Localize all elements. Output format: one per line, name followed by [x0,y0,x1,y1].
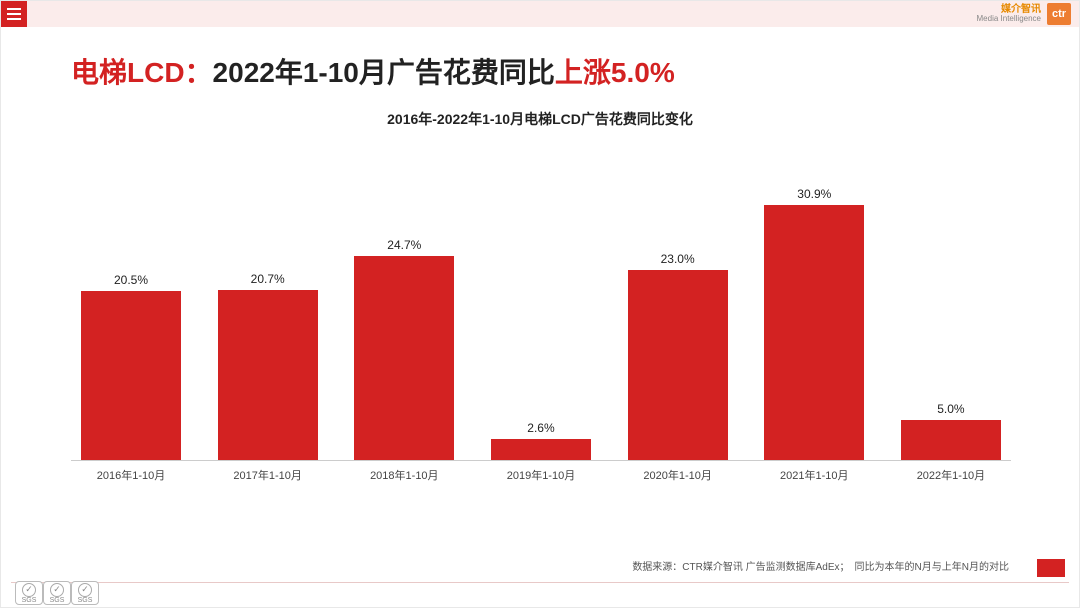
bar-slot: 20.5% [71,273,191,461]
x-axis: 2016年1-10月 2017年1-10月 2018年1-10月 2019年1-10月… [71,460,1011,491]
bar-value-label: 20.5% [114,273,148,287]
bar-value-label: 23.0% [661,252,695,266]
accent-block [1037,559,1065,577]
bar-rect [218,290,318,462]
bar-rect [628,270,728,461]
x-tick: 2018年1-10月 [344,461,464,491]
bar-rect [81,291,181,461]
cert-badge: ✓SGS [71,581,99,605]
bar-slot: 20.7% [208,272,328,462]
bar-slot: 5.0% [891,402,1011,461]
topbar: 媒介智讯 Media Intelligence ctr [1,1,1079,27]
title-suffix: 上涨5.0% [555,57,675,88]
menu-button[interactable] [1,1,27,27]
source-note: 数据来源：CTR媒介智讯 广告监测数据库AdEx； 同比为本年的N月与上年N月的… [632,558,1009,573]
bar-wrap: 30.9% [764,187,864,461]
x-tick: 2021年1-10月 [754,461,874,491]
bar-rect [491,439,591,461]
chart-title: 2016年-2022年1-10月电梯LCD广告花费同比变化 [1,109,1079,129]
bar-slot: 24.7% [344,238,464,461]
bar-value-label: 20.7% [251,272,285,286]
bar-rect [764,205,864,461]
cert-badge: ✓SGS [15,581,43,605]
bar-wrap: 2.6% [491,421,591,461]
bar-wrap: 20.7% [218,272,318,462]
title-prefix: 电梯LCD： [71,57,213,88]
x-tick: 2022年1-10月 [891,461,1011,491]
x-tick: 2019年1-10月 [481,461,601,491]
cert-badges: ✓SGS ✓SGS ✓SGS [15,581,99,605]
logo-text: 媒介智讯 Media Intelligence [977,5,1041,23]
x-tick: 2020年1-10月 [618,461,738,491]
logo-en: Media Intelligence [977,15,1041,23]
bars-area: 20.5% 20.7% 24.7% 2.6% 23.0% 30.9% 5.0% [71,151,1011,461]
bar-slot: 30.9% [754,187,874,461]
bar-wrap: 20.5% [81,273,181,461]
x-tick: 2016年1-10月 [71,461,191,491]
x-tick: 2017年1-10月 [208,461,328,491]
bar-chart: 20.5% 20.7% 24.7% 2.6% 23.0% 30.9% 5.0% 2016年1… [71,151,1011,491]
footer-divider [11,582,1069,583]
bar-rect [901,420,1001,461]
page-title: 电梯LCD：2022年1-10月广告花费同比上涨5.0% [71,51,675,91]
bar-slot: 23.0% [618,252,738,461]
slide: 媒介智讯 Media Intelligence ctr 电梯LCD：2022年1… [0,0,1080,608]
bar-rect [354,256,454,461]
bar-value-label: 24.7% [387,238,421,252]
logo-area: 媒介智讯 Media Intelligence ctr [977,3,1071,25]
bar-value-label: 30.9% [797,187,831,201]
logo-badge: ctr [1047,3,1071,25]
bar-wrap: 23.0% [628,252,728,461]
bar-value-label: 2.6% [527,421,554,435]
bar-slot: 2.6% [481,421,601,461]
title-mid: 2022年1-10月广告花费同比 [213,57,555,88]
bar-wrap: 5.0% [901,402,1001,461]
cert-badge: ✓SGS [43,581,71,605]
bar-wrap: 24.7% [354,238,454,461]
bar-value-label: 5.0% [937,402,964,416]
